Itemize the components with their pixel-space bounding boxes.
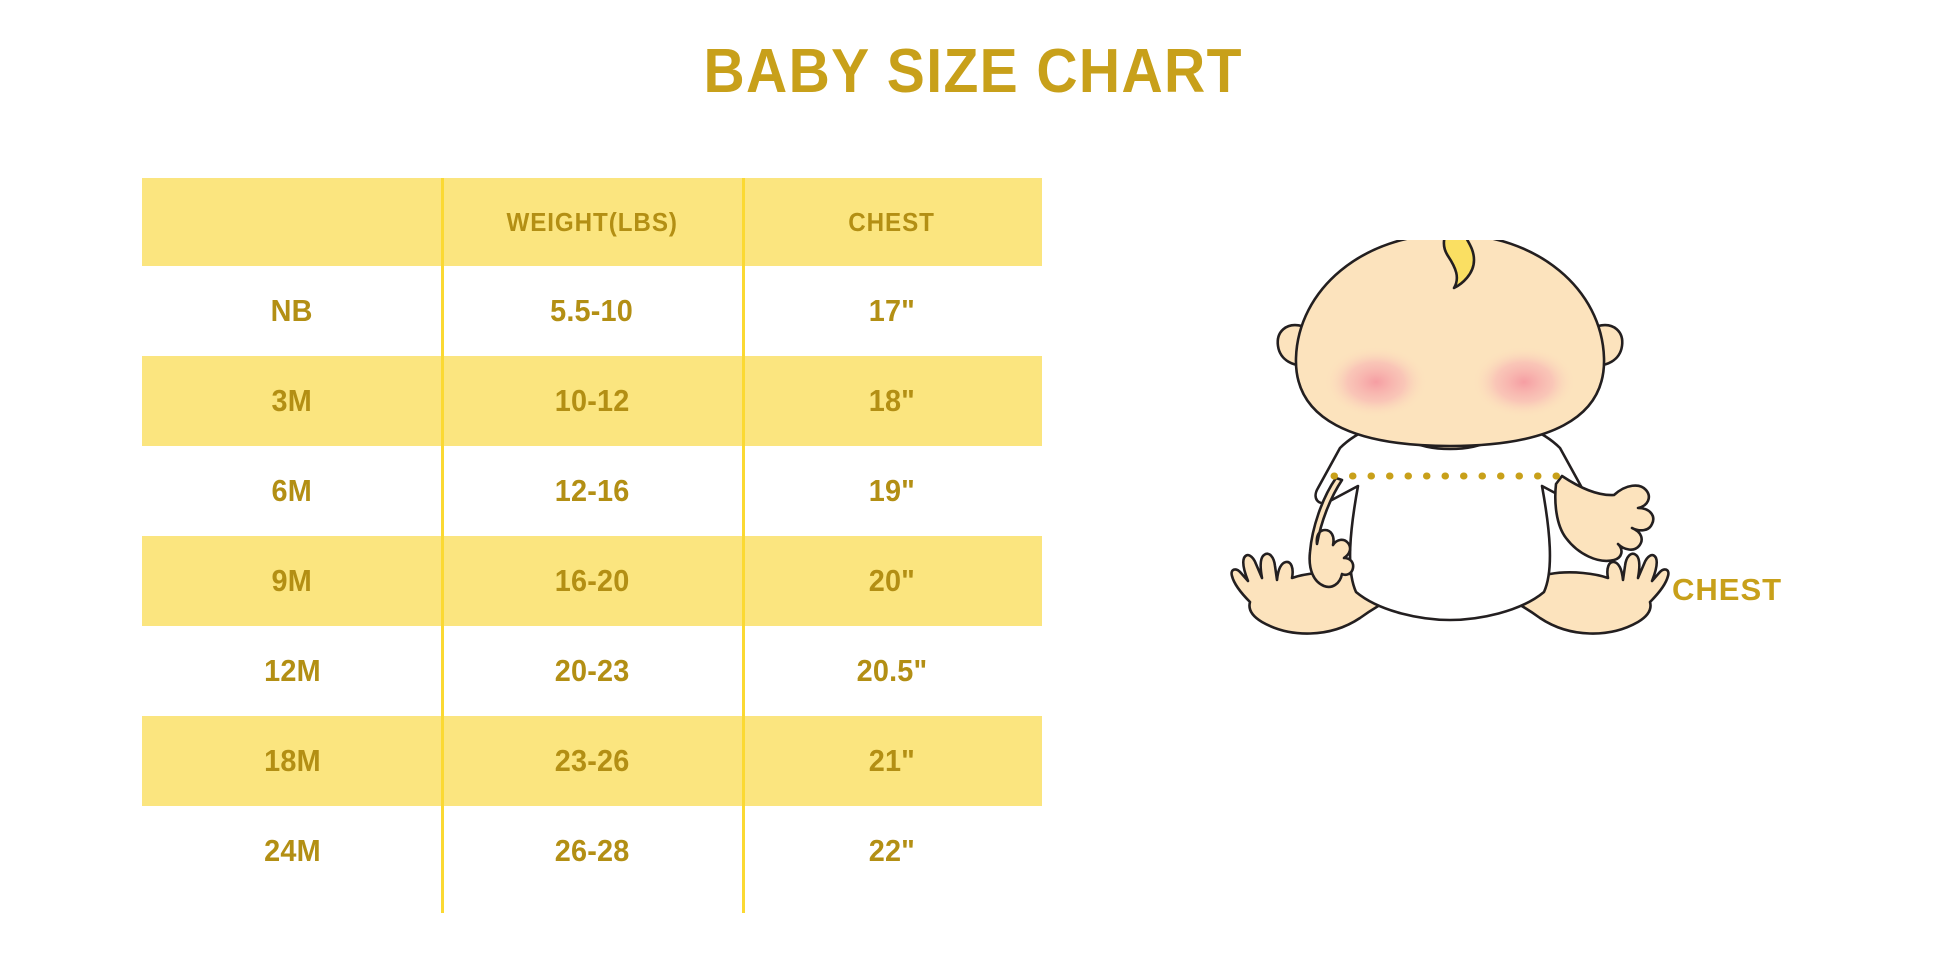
table-row: 24M 26-28 22": [142, 806, 1042, 896]
table-row: 18M 23-26 21": [142, 716, 1042, 806]
cell-chest: 20.5": [742, 626, 1042, 716]
table-row: 3M 10-12 18": [142, 356, 1042, 446]
cell-chest: 20": [742, 536, 1042, 626]
baby-blush-left: [1324, 346, 1428, 418]
cell-chest: 18": [742, 356, 1042, 446]
cell-chest: 21": [742, 716, 1042, 806]
page-title-text: BABY SIZE CHART: [703, 37, 1243, 106]
cell-size: 18M: [142, 716, 442, 806]
table-row: NB 5.5-10 17": [142, 266, 1042, 356]
column-header-weight: WEIGHT(LBS): [442, 178, 742, 266]
cell-chest: 22": [742, 806, 1042, 896]
baby-illustration: [1190, 212, 1710, 685]
cell-weight: 12-16: [442, 446, 742, 536]
baby-arm-left: [1308, 476, 1355, 589]
page-title: BABY SIZE CHART: [0, 36, 1946, 107]
cell-chest: 19": [742, 446, 1042, 536]
cell-size: 12M: [142, 626, 442, 716]
cell-weight: 23-26: [442, 716, 742, 806]
table-header-row: WEIGHT(LBS) CHEST: [142, 178, 1042, 266]
table-row: 9M 16-20 20": [142, 536, 1042, 626]
cell-size: 6M: [142, 446, 442, 536]
baby-head: [1294, 232, 1606, 448]
cell-weight: 16-20: [442, 536, 742, 626]
cell-size: NB: [142, 266, 442, 356]
baby-arm-right: [1554, 474, 1655, 563]
cell-weight: 20-23: [442, 626, 742, 716]
baby-size-table: WEIGHT(LBS) CHEST NB 5.5-10 17" 3M 10-12…: [142, 178, 1042, 896]
table-row: 6M 12-16 19": [142, 446, 1042, 536]
cell-weight: 5.5-10: [442, 266, 742, 356]
column-header-size: [142, 178, 442, 266]
table-column-divider-right: [742, 178, 745, 913]
table-column-divider-left: [441, 178, 444, 913]
table-row: 12M 20-23 20.5": [142, 626, 1042, 716]
column-header-chest: CHEST: [742, 178, 1042, 266]
chest-callout-label: CHEST: [1672, 572, 1783, 607]
cell-size: 9M: [142, 536, 442, 626]
cell-chest: 17": [742, 266, 1042, 356]
baby-blush-right: [1472, 346, 1576, 418]
cell-size: 24M: [142, 806, 442, 896]
cell-weight: 26-28: [442, 806, 742, 896]
cell-size: 3M: [142, 356, 442, 446]
cell-weight: 10-12: [442, 356, 742, 446]
